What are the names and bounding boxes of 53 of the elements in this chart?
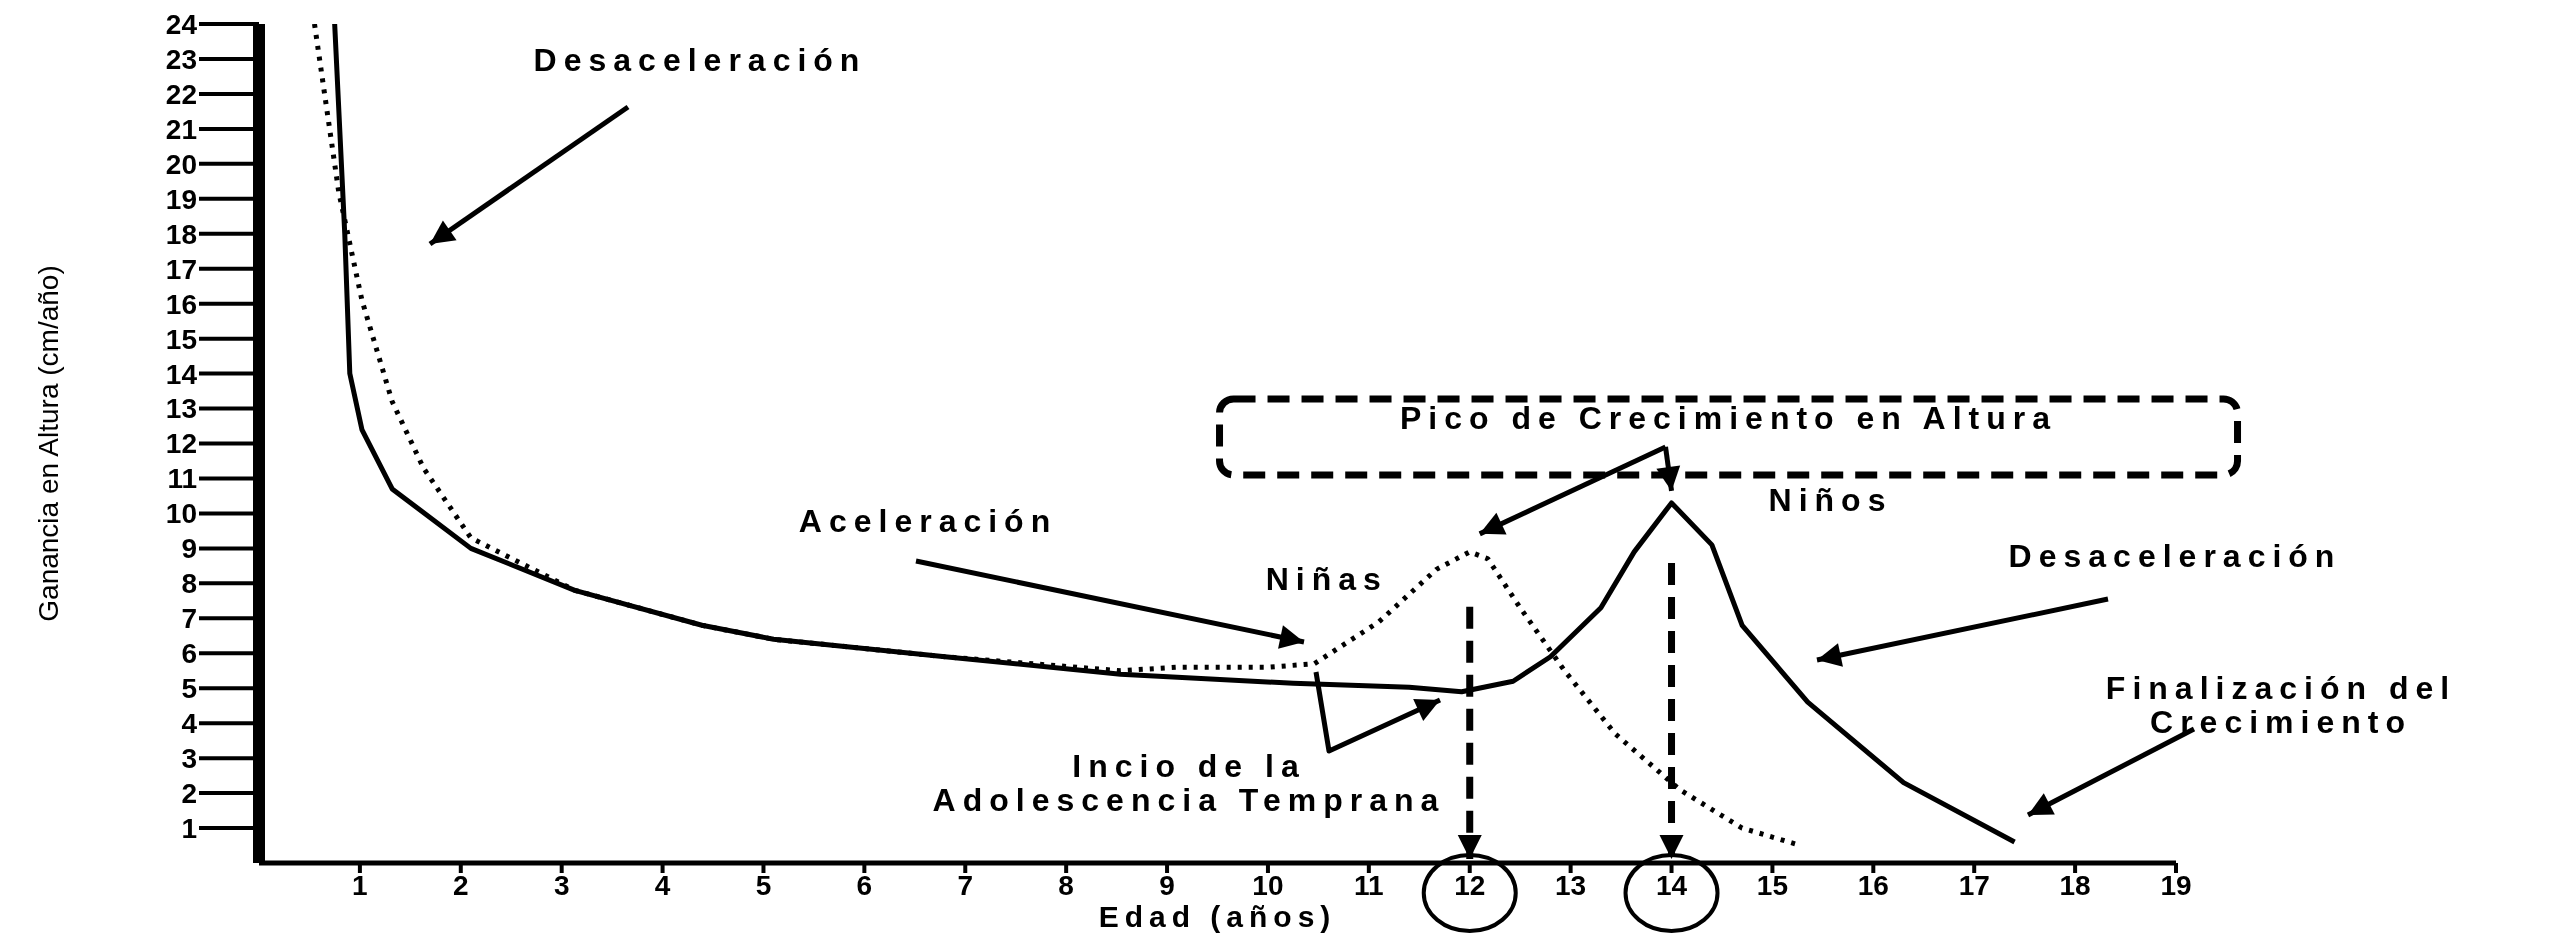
x-tick-label: 10 (1252, 869, 1284, 901)
series-label: Niños (1767, 481, 1894, 518)
x-tick-label: 18 (2059, 869, 2091, 901)
x-tick-label: 19 (2160, 869, 2192, 901)
y-tick-label: 4 (181, 708, 198, 740)
x-tick-label: 1 (352, 869, 368, 901)
y-tick-label: 1 (181, 812, 197, 844)
y-tick-label: 19 (165, 183, 197, 215)
x-tick-label: 7 (957, 869, 974, 901)
x-tick-label: 13 (1555, 869, 1587, 901)
y-tick-label: 23 (165, 43, 197, 75)
y-axis-title: Ganancia en Altura (cm/año) (32, 265, 64, 622)
x-tick-label: 4 (654, 869, 671, 901)
y-tick-label: 22 (165, 78, 197, 110)
x-tick-label: 6 (856, 869, 873, 901)
y-tick-label: 13 (165, 393, 197, 425)
x-tick-label: 14 (1655, 869, 1688, 901)
x-tick-label: 11 (1354, 869, 1384, 901)
y-tick-label: 8 (181, 568, 197, 600)
x-tick-label: 17 (1958, 869, 1990, 901)
y-tick-label: 16 (165, 288, 197, 320)
annotation: Aceleración (797, 503, 1059, 539)
x-tick-label: 8 (1058, 869, 1074, 901)
y-tick-label: 3 (181, 743, 197, 775)
annotation: Desaceleración (532, 42, 868, 78)
y-tick-label: 10 (165, 498, 197, 530)
y-tick-label: 15 (165, 323, 197, 355)
annotation: Finalización del Crecimiento (2104, 670, 2458, 740)
y-tick-label: 5 (181, 673, 197, 705)
y-tick-label: 18 (165, 218, 197, 250)
x-tick-label: 12 (1454, 869, 1486, 901)
y-tick-label: 14 (165, 358, 198, 390)
x-axis-title: Edad (años) (1098, 900, 1337, 933)
y-tick-label: 21 (165, 113, 197, 145)
x-tick-label: 15 (1756, 869, 1788, 901)
y-tick-label: 9 (181, 533, 197, 565)
annotation: Incio de la Adolescencia Temprana (931, 748, 1447, 818)
x-tick-label: 5 (755, 869, 772, 901)
y-tick-label: 6 (181, 638, 197, 670)
y-tick-label: 17 (165, 253, 197, 285)
y-tick-label: 11 (167, 463, 197, 495)
annotation: Desaceleración (2007, 538, 2343, 574)
y-tick-label: 24 (165, 8, 198, 40)
y-tick-label: 2 (181, 778, 197, 810)
annotation: Pico de Crecimiento en Altura (1399, 399, 2059, 436)
y-tick-label: 20 (165, 148, 197, 180)
y-tick-label: 7 (181, 603, 197, 635)
x-tick-label: 9 (1159, 869, 1175, 901)
x-tick-label: 3 (553, 869, 570, 901)
y-tick-label: 12 (165, 428, 197, 460)
x-tick-label: 2 (453, 869, 469, 901)
x-tick-label: 16 (1857, 869, 1889, 901)
series-label: Niñas (1264, 560, 1389, 597)
